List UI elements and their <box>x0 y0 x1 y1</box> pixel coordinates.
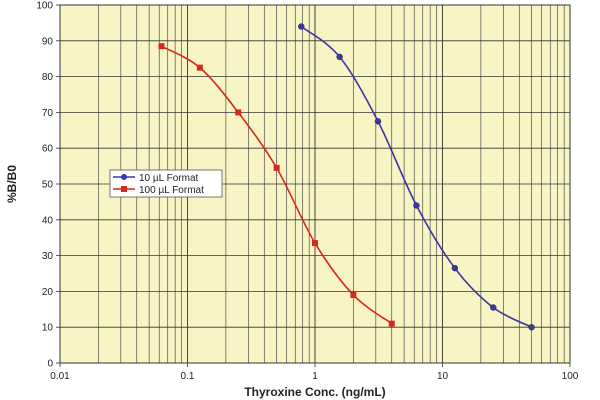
data-point <box>158 43 165 50</box>
legend-box <box>109 169 223 198</box>
x-axis-label: Thyroxine Conc. (ng/mL) <box>244 385 385 399</box>
x-tick-label: 100 <box>562 371 579 382</box>
data-point <box>273 164 280 171</box>
y-tick-label: 30 <box>42 251 54 262</box>
x-axis: 0.01 0.1 1 10 100 <box>50 363 579 382</box>
legend: 10 µL Format 100 µL Format <box>109 169 223 198</box>
y-tick-label: 40 <box>42 215 54 226</box>
y-axis: 0 10 20 30 40 50 60 70 80 90 100 <box>36 1 60 370</box>
data-point <box>374 118 382 125</box>
data-point <box>235 109 242 116</box>
legend-label-100ul: 100 µL Format <box>139 185 204 196</box>
data-point <box>451 264 459 272</box>
data-point <box>413 202 420 209</box>
x-tick-label: 10 <box>437 371 449 382</box>
legend-marker-100ul <box>121 186 127 192</box>
y-tick-label: 70 <box>42 108 54 119</box>
data-point <box>388 320 395 327</box>
series-layer <box>158 23 535 331</box>
y-axis-label: %B/B0 <box>5 165 19 203</box>
data-point <box>196 64 203 71</box>
x-tick-label: 0.01 <box>50 371 70 382</box>
data-point <box>350 291 357 298</box>
y-tick-label: 20 <box>42 287 54 298</box>
data-point <box>490 304 497 311</box>
legend-marker-10ul <box>121 174 127 180</box>
data-point <box>298 23 305 30</box>
data-point <box>336 53 343 61</box>
y-tick-label: 50 <box>42 180 54 191</box>
y-tick-label: 10 <box>42 323 54 334</box>
data-point <box>528 324 535 331</box>
y-tick-label: 100 <box>36 1 53 12</box>
data-point <box>312 240 318 247</box>
y-tick-label: 0 <box>47 359 53 370</box>
y-tick-label: 80 <box>42 72 54 83</box>
x-tick-label: 0.1 <box>181 371 195 382</box>
x-tick-label: 1 <box>312 371 318 382</box>
legend-label-10ul: 10 µL Format <box>139 173 199 184</box>
y-tick-label: 90 <box>42 36 54 47</box>
y-tick-label: 60 <box>42 144 54 155</box>
